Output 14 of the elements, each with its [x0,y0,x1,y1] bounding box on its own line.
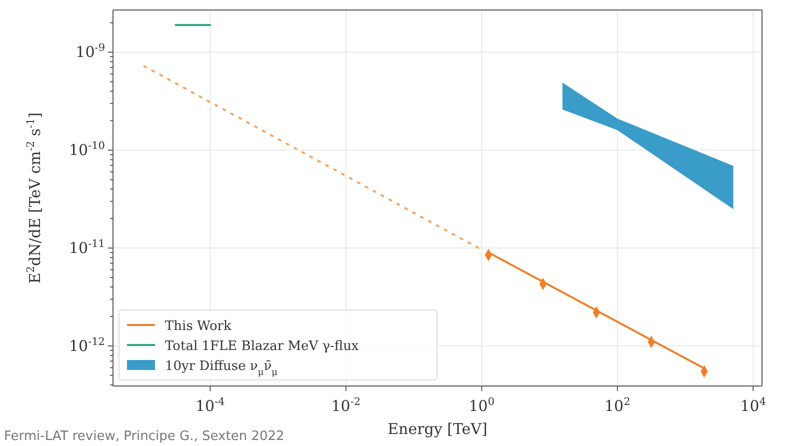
x-tick-label: 10$^{-4}$ [196,396,226,415]
y-tick-label: 10$^{-9}$ [76,42,105,62]
y-tick-label: 10$^{-11}$ [68,238,105,258]
legend-label: This Work [165,319,232,334]
x-tick-label: 10$^{-2}$ [331,396,361,415]
text: Fermi-LAT review, Principe G., Sexten 2022 [4,429,284,444]
x-tick-label: 10$^{0}$ [468,396,495,415]
x-axis-title: Energy [TeV] [388,420,488,438]
legend-label: Total 1FLE Blazar MeV γ-flux [165,339,360,354]
x-tick-label: 10$^{2}$ [604,396,630,415]
legend-label: 10yr Diffuse ν$_{μ}$ν̄$_{μ}$ [165,359,278,378]
y-tick-label: 10$^{-10}$ [68,140,105,160]
y-tick-label: 10$^{-12}$ [68,336,105,355]
x-tick-label: 10$^{4}$ [740,396,766,415]
